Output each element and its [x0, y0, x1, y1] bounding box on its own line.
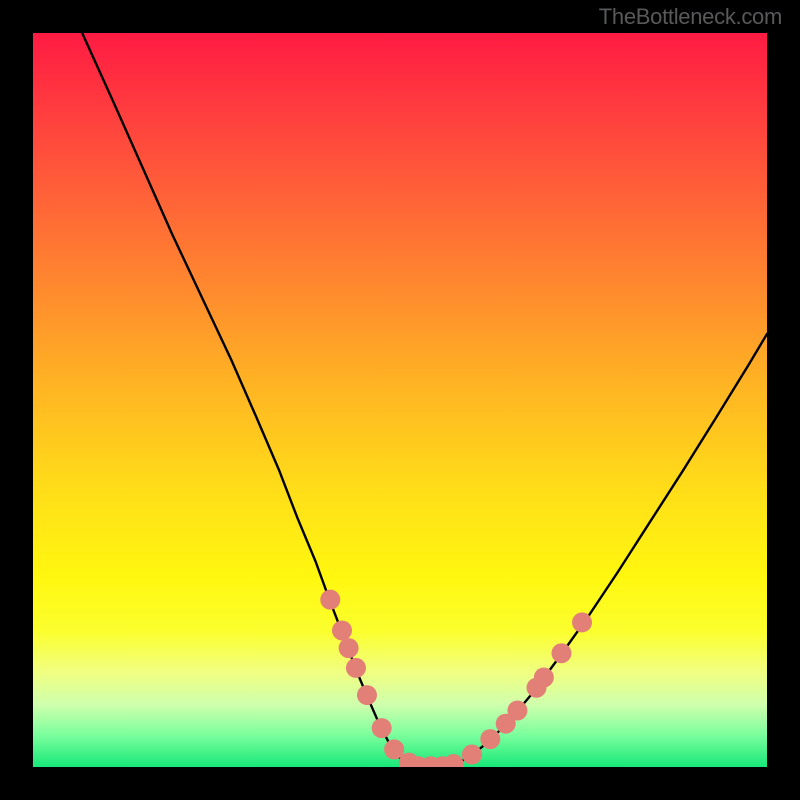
plot-area	[33, 33, 767, 767]
marker-dot	[572, 612, 592, 632]
marker-dot	[339, 638, 359, 658]
marker-dot	[372, 718, 392, 738]
chart-svg	[33, 33, 767, 767]
marker-dot	[551, 643, 571, 663]
watermark-text: TheBottleneck.com	[599, 4, 782, 30]
gradient-background	[33, 33, 767, 767]
marker-dot	[346, 658, 366, 678]
marker-dot	[332, 620, 352, 640]
marker-dot	[534, 667, 554, 687]
chart-frame: TheBottleneck.com	[0, 0, 800, 800]
marker-dot	[357, 685, 377, 705]
marker-dot	[320, 590, 340, 610]
marker-dot	[480, 729, 500, 749]
marker-dot	[462, 745, 482, 765]
marker-dot	[507, 700, 527, 720]
